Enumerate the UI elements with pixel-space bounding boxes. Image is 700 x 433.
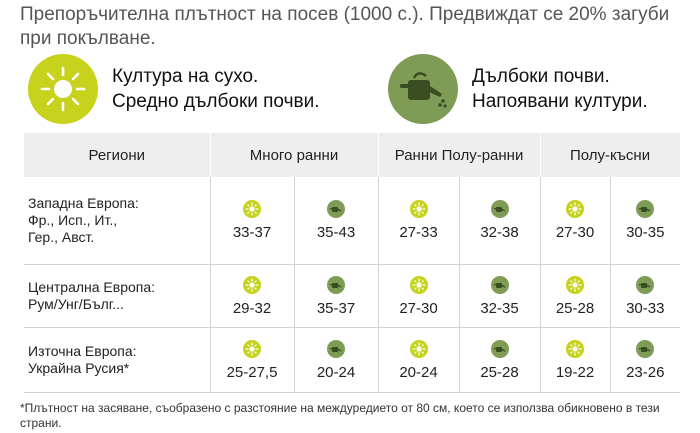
- value-cell-wet: 32-38: [458, 177, 541, 265]
- value-cell-wet: 35-37: [293, 264, 378, 328]
- header-region: Региони: [24, 133, 211, 177]
- density-value: 27-30: [399, 299, 438, 317]
- value-cell-wet: 20-24: [293, 327, 378, 393]
- sun-icon: [566, 275, 585, 294]
- legend-dry-line2: Средно дълбоки почви.: [112, 91, 320, 112]
- value-cell-dry: 27-30: [377, 264, 459, 328]
- header-early-mid-early: Ранни Полу-ранни: [378, 133, 541, 177]
- density-value: 30-35: [626, 224, 665, 241]
- sun-icon: [243, 339, 261, 358]
- density-value: 25-28: [480, 363, 519, 381]
- legend-wet-line2: Напоявани култури.: [472, 91, 648, 112]
- value-cell-wet: 30-35: [609, 177, 681, 265]
- legend-wet: Дълбоки почви. Напоявани култури.: [388, 54, 648, 124]
- sun-icon: [566, 339, 585, 358]
- region-name: Централна Европа:: [28, 279, 156, 295]
- legend-dry: Култура на сухо. Средно дълбоки почви.: [28, 54, 319, 124]
- sun-icon: [243, 275, 261, 294]
- density-value: 19-22: [555, 363, 595, 381]
- value-cell-wet: 30-33: [609, 264, 681, 328]
- region-detail: Украйна Русия*: [28, 360, 130, 376]
- table-row: Източна Европа: Украйна Русия* 25-27,5 2…: [24, 327, 681, 393]
- region-name: Западна Европа:: [28, 195, 139, 211]
- watering-can-icon: [636, 200, 655, 218]
- density-value: 35-43: [316, 224, 356, 241]
- watering-can-icon: [327, 339, 345, 358]
- density-value: 30-33: [626, 299, 665, 317]
- density-value: 33-37: [232, 224, 272, 241]
- watering-can-icon: [327, 275, 345, 294]
- seeding-density-table: Региони Много ранни Ранни Полу-ранни Пол…: [24, 133, 681, 393]
- region-cell: Западна Европа: Фр., Исп., Ит., Гер., Ав…: [24, 177, 210, 265]
- value-cell-dry: 25-27,5: [209, 327, 294, 393]
- value-cell-dry: 19-22: [539, 327, 611, 393]
- density-value: 20-24: [399, 363, 438, 381]
- value-cell-wet: 25-28: [458, 327, 541, 393]
- region-detail: Гер., Авст.: [28, 229, 95, 245]
- legend-dry-line1: Култура на сухо.: [112, 66, 259, 87]
- density-value: 35-37: [316, 299, 356, 317]
- table-header-row: Региони Много ранни Ранни Полу-ранни Пол…: [24, 133, 681, 177]
- sun-icon: [566, 200, 585, 218]
- watering-can-icon: [636, 339, 655, 358]
- sun-icon: [28, 54, 98, 124]
- value-cell-wet: 23-26: [609, 327, 681, 393]
- density-value: 25-28: [555, 299, 595, 317]
- region-cell: Източна Европа: Украйна Русия*: [24, 327, 210, 393]
- header-mid-late: Полу-късни: [540, 133, 681, 177]
- header-very-early: Много ранни: [210, 133, 379, 177]
- watering-can-icon: [490, 200, 509, 218]
- intro-text: Препоръчителна плътност на посев (1000 с…: [20, 4, 670, 49]
- sun-icon: [243, 200, 261, 218]
- legend-wet-line1: Дълбоки почви.: [472, 66, 610, 87]
- value-cell-wet: 35-43: [293, 177, 378, 265]
- sun-icon: [409, 275, 428, 294]
- value-cell-dry: 29-32: [209, 264, 294, 328]
- region-detail: Фр., Исп., Ит.,: [28, 212, 118, 228]
- legend-wet-label: Дълбоки почви. Напоявани култури.: [472, 64, 648, 114]
- watering-can-icon: [490, 275, 509, 294]
- value-cell-dry: 27-30: [539, 177, 611, 265]
- density-value: 29-32: [232, 299, 272, 317]
- value-cell-dry: 20-24: [377, 327, 459, 393]
- region-detail: Рум/Унг/Бълг...: [28, 296, 124, 312]
- region-name: Източна Европа:: [28, 343, 137, 359]
- watering-can-icon: [490, 339, 509, 358]
- density-value: 23-26: [626, 363, 665, 381]
- table-row: Западна Европа: Фр., Исп., Ит., Гер., Ав…: [24, 177, 681, 265]
- density-value: 27-33: [399, 224, 438, 241]
- density-value: 20-24: [316, 363, 356, 381]
- density-value: 32-38: [480, 224, 519, 241]
- value-cell-dry: 25-28: [539, 264, 611, 328]
- density-value: 25-27,5: [226, 363, 278, 381]
- watering-can-icon: [388, 54, 458, 124]
- watering-can-icon: [327, 200, 345, 218]
- region-cell: Централна Европа: Рум/Унг/Бълг...: [24, 264, 210, 328]
- density-value: 27-30: [555, 224, 595, 241]
- density-value: 32-35: [480, 299, 519, 317]
- watering-can-icon: [636, 275, 655, 294]
- value-cell-dry: 33-37: [209, 177, 294, 265]
- sun-icon: [409, 200, 428, 218]
- footnote: *Плътност на засяване, съобразено с разс…: [20, 401, 660, 430]
- sun-icon: [409, 339, 428, 358]
- legend-dry-label: Култура на сухо. Средно дълбоки почви.: [112, 64, 319, 114]
- value-cell-wet: 32-35: [458, 264, 541, 328]
- table-row: Централна Европа: Рум/Унг/Бълг... 29-32 …: [24, 264, 681, 328]
- value-cell-dry: 27-33: [377, 177, 459, 265]
